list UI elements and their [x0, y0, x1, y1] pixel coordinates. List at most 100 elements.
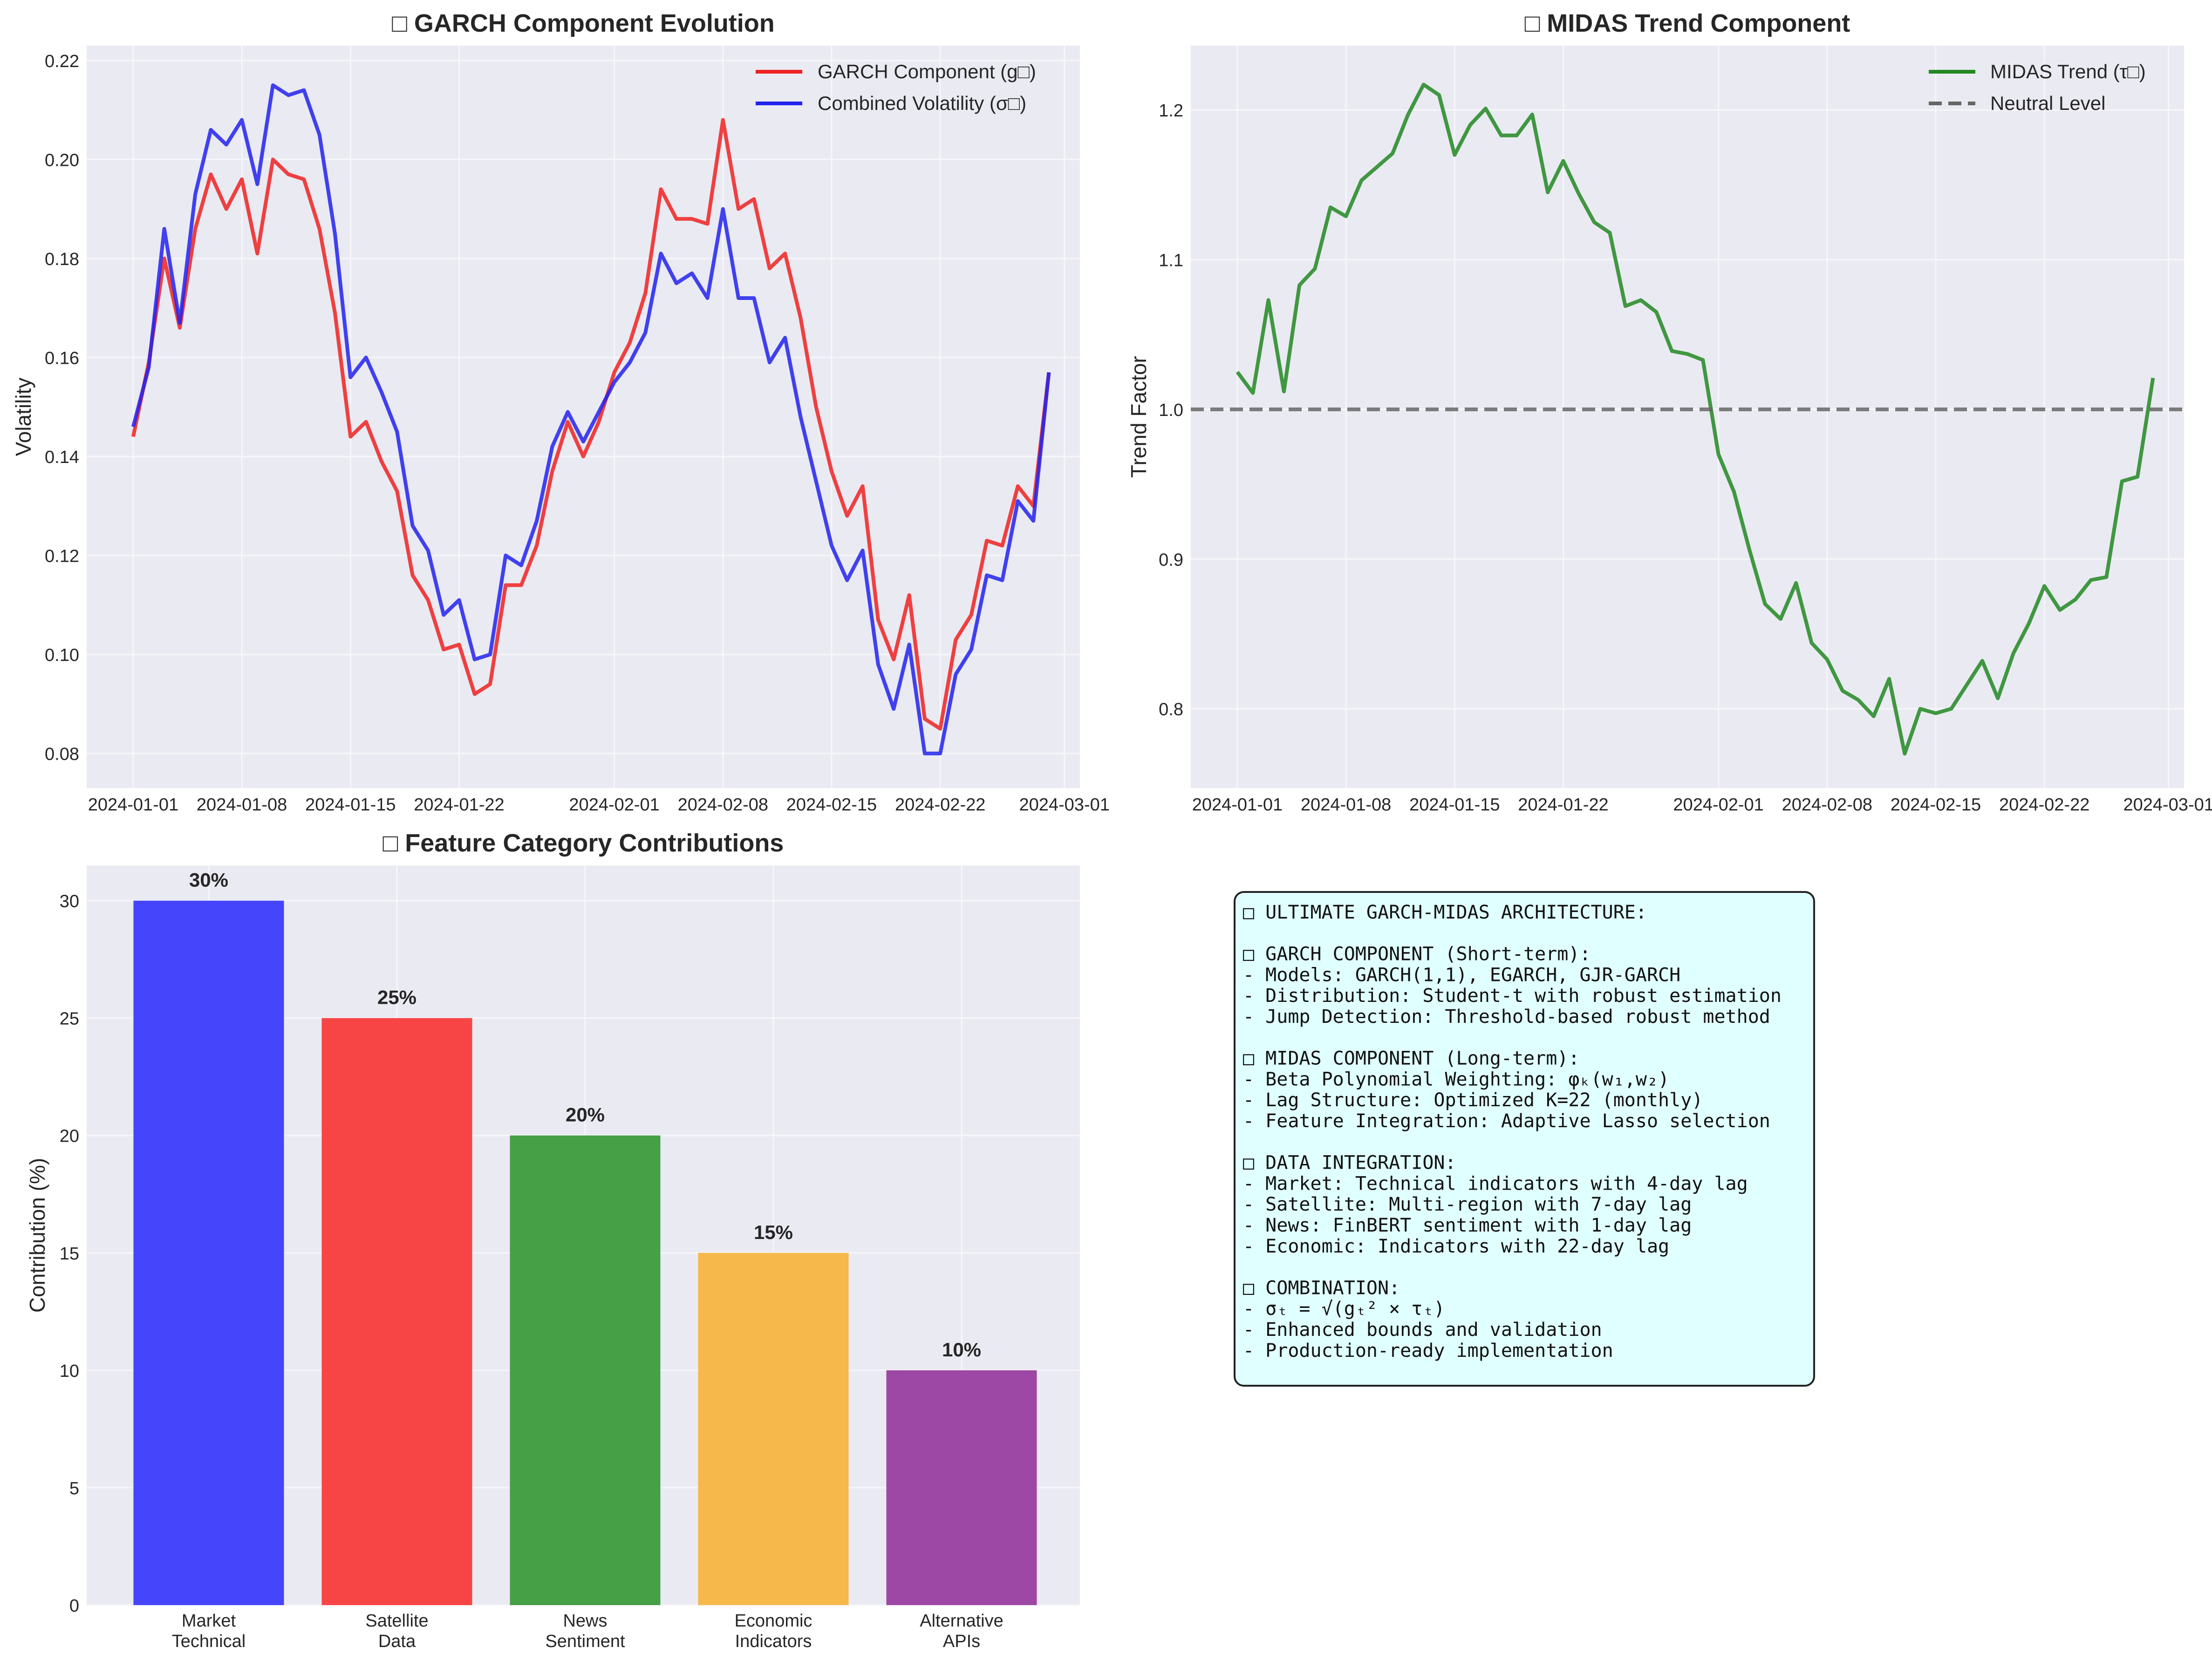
- garch-xtick-label: 2024-02-15: [786, 795, 877, 815]
- bar-category-label: News: [563, 1611, 607, 1631]
- features-ytick-label: 25: [60, 1009, 79, 1029]
- textbox-line: - Feature Integration: Adaptive Lasso se…: [1243, 1110, 1770, 1132]
- midas-gridlines: [1191, 46, 2184, 788]
- textbox-line: - News: FinBERT sentiment with 1-day lag: [1243, 1215, 1692, 1236]
- midas-ytick-label: 0.8: [1159, 700, 1183, 720]
- garch-ytick-label: 0.20: [45, 150, 79, 170]
- bar-3: [698, 1253, 849, 1605]
- bar-category-label: Economic: [735, 1611, 812, 1631]
- textbox-line: - Production-ready implementation: [1243, 1340, 1613, 1361]
- midas-xtick-label: 2024-02-08: [1782, 795, 1872, 815]
- bar-value-label: 20%: [566, 1104, 605, 1126]
- garch-y-axis-label: Volatility: [11, 378, 35, 456]
- textbox-line: - Market: Technical indicators with 4-da…: [1243, 1173, 1748, 1194]
- textbox-line: - σₜ = √(gₜ² × τₜ): [1243, 1298, 1445, 1320]
- architecture-textbox: □ ULTIMATE GARCH-MIDAS ARCHITECTURE: □ GA…: [1234, 891, 1815, 1387]
- textbox-line: □ COMBINATION:: [1243, 1277, 1400, 1299]
- textbox-frame: [1234, 891, 1815, 1387]
- garch-panel: 0.08 0.10 0.12 0.14 0.16 0.18 0.20 0.22 2024-01-…: [11, 9, 1110, 815]
- garch-legend-label-garch: GARCH Component (g□): [818, 61, 1036, 82]
- garch-ytick-label: 0.18: [45, 250, 79, 269]
- midas-series-0-line: [1236, 82, 2155, 756]
- garch-series-lines: [131, 83, 1051, 756]
- features-title: □ Feature Category Contributions: [383, 829, 784, 857]
- bar-category-label: Market: [182, 1611, 236, 1631]
- bar-category-label: Satellite: [365, 1611, 428, 1631]
- midas-legend-label-neutral: Neutral Level: [1990, 92, 2105, 114]
- midas-ytick-label: 1.2: [1159, 101, 1183, 121]
- bar-0: [133, 900, 284, 1605]
- garch-xtick-label: 2024-02-22: [895, 795, 985, 815]
- garch-ytick-label: 0.08: [45, 745, 79, 764]
- midas-tick-labels: 0.8 0.9 1.0 1.1 1.2 2024-01-01 2024-01-08 2024-…: [1159, 101, 2212, 815]
- midas-series-lines: [1191, 82, 2184, 756]
- bar-1: [321, 1018, 472, 1605]
- features-ytick-label: 5: [69, 1479, 79, 1498]
- garch-ytick-label: 0.10: [45, 646, 79, 665]
- bar-category-label: APIs: [943, 1632, 980, 1651]
- textbox-line: - Jump Detection: Threshold-based robust…: [1243, 1006, 1770, 1028]
- textbox-line: □ MIDAS COMPONENT (Long-term):: [1243, 1048, 1579, 1069]
- textbox-line: - Economic: Indicators with 22-day lag: [1243, 1236, 1669, 1257]
- midas-ytick-label: 1.1: [1159, 251, 1183, 271]
- midas-xtick-label: 2024-02-22: [1999, 795, 2089, 815]
- textbox-lines: □ ULTIMATE GARCH-MIDAS ARCHITECTURE: □ GA…: [1243, 902, 1782, 1361]
- garch-ytick-label: 0.22: [45, 52, 79, 71]
- garch-ytick-label: 0.12: [45, 547, 79, 566]
- bar-category-label: Technical: [172, 1632, 246, 1651]
- midas-xtick-label: 2024-01-08: [1301, 795, 1391, 815]
- bar-value-label: 25%: [377, 987, 416, 1008]
- midas-xtick-label: 2024-01-22: [1518, 795, 1608, 815]
- features-y-axis-label: Contribution (%): [25, 1158, 49, 1313]
- bar-4: [886, 1370, 1037, 1605]
- garch-series-1-line: [131, 83, 1051, 756]
- midas-ytick-label: 0.9: [1159, 550, 1183, 570]
- midas-legend: MIDAS Trend (τ□) Neutral Level: [1929, 61, 2146, 114]
- garch-xtick-label: 2024-01-15: [305, 795, 396, 815]
- garch-legend: GARCH Component (g□) Combined Volatility…: [756, 61, 1036, 114]
- garch-ytick-label: 0.16: [45, 348, 79, 368]
- bar-category-label: Indicators: [735, 1632, 812, 1651]
- midas-xtick-label: 2024-02-01: [1673, 795, 1763, 815]
- midas-plot-area: [1191, 46, 2184, 788]
- garch-legend-label-combined: Combined Volatility (σ□): [818, 92, 1026, 114]
- midas-xtick-label: 2024-02-15: [1891, 795, 1981, 815]
- features-bars: 30% 25% 20% 15% 10%: [133, 869, 1037, 1605]
- midas-title: □ MIDAS Trend Component: [1525, 9, 1850, 37]
- features-ytick-label: 20: [60, 1127, 79, 1146]
- garch-xtick-label: 2024-01-22: [414, 795, 504, 815]
- bar-value-label: 10%: [942, 1339, 981, 1361]
- features-ytick-label: 30: [60, 892, 79, 912]
- features-ytick-label: 10: [60, 1361, 79, 1381]
- garch-xtick-label: 2024-02-01: [569, 795, 659, 815]
- features-ytick-label: 15: [60, 1244, 79, 1264]
- textbox-line: - Lag Structure: Optimized K=22 (monthly…: [1243, 1089, 1703, 1111]
- garch-xtick-label: 2024-03-01: [1019, 795, 1109, 815]
- garch-title: □ GARCH Component Evolution: [392, 9, 775, 37]
- textbox-line: - Beta Polynomial Weighting: φₖ(w₁,w₂): [1243, 1069, 1669, 1090]
- midas-panel: 0.8 0.9 1.0 1.1 1.2 2024-01-01 2024-01-08 2024-…: [1126, 9, 2212, 815]
- midas-y-axis-label: Trend Factor: [1126, 356, 1151, 478]
- bar-2: [510, 1135, 661, 1605]
- textbox-line: - Enhanced bounds and validation: [1243, 1319, 1602, 1341]
- garch-xtick-label: 2024-01-01: [88, 795, 178, 815]
- garch-gridlines: [87, 46, 1080, 788]
- midas-xtick-label: 2024-01-01: [1192, 795, 1283, 815]
- bar-value-label: 30%: [189, 869, 228, 891]
- features-ytick-label: 0: [69, 1596, 79, 1616]
- bar-category-label: Alternative: [920, 1611, 1004, 1631]
- textbox-line: - Satellite: Multi-region with 7-day lag: [1243, 1194, 1692, 1215]
- textbox-line: □ GARCH COMPONENT (Short-term):: [1243, 944, 1591, 965]
- bar-value-label: 15%: [754, 1221, 793, 1243]
- midas-ytick-label: 1.0: [1159, 401, 1183, 420]
- textbox-line: - Models: GARCH(1,1), EGARCH, GJR-GARCH: [1243, 964, 1680, 986]
- garch-ytick-label: 0.14: [45, 448, 79, 467]
- textbox-line: - Distribution: Student-t with robust es…: [1243, 985, 1782, 1007]
- garch-plot-area: [87, 46, 1080, 788]
- midas-xtick-label: 2024-03-01: [2123, 795, 2212, 815]
- textbox-line: □ ULTIMATE GARCH-MIDAS ARCHITECTURE:: [1243, 902, 1647, 923]
- midas-legend-label-trend: MIDAS Trend (τ□): [1990, 61, 2146, 82]
